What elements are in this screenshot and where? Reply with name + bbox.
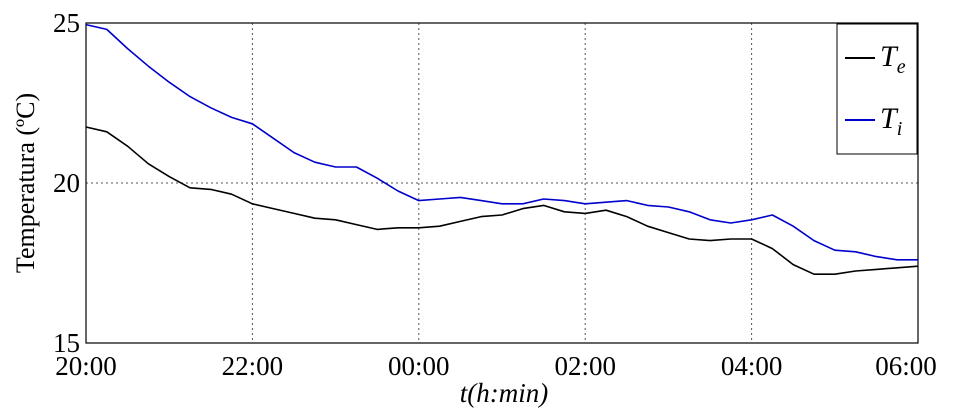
series-line-te — [85, 126, 919, 276]
x-tick-label: 04:00 — [721, 351, 783, 381]
y-axis-label: Temperatura (ºC) — [11, 93, 40, 273]
legend-label-ti: Ti — [880, 102, 902, 140]
legend-box — [836, 23, 918, 155]
x-tick-label: 06:00 — [875, 351, 937, 381]
series-layer — [85, 23, 919, 276]
x-tick-label: 00:00 — [388, 351, 450, 381]
legend: Te Ti — [836, 23, 918, 155]
grid — [86, 23, 918, 343]
y-tick-label: 25 — [53, 8, 80, 38]
x-tick-label: 22:00 — [222, 351, 284, 381]
x-tick-label: 20:00 — [55, 351, 117, 381]
y-tick-label: 20 — [53, 168, 80, 198]
x-axis-label: t(h:min) — [460, 378, 548, 408]
x-tick-label: 02:00 — [554, 351, 616, 381]
series-line-ti — [85, 23, 918, 261]
plot-area-frame — [85, 22, 919, 344]
x-tick-labels: 20:00 22:00 00:00 02:00 04:00 06:00 — [55, 351, 937, 381]
legend-label-te: Te — [880, 40, 906, 78]
y-tick-label: 15 — [53, 328, 80, 358]
y-tick-labels: 15 20 25 — [53, 8, 80, 358]
